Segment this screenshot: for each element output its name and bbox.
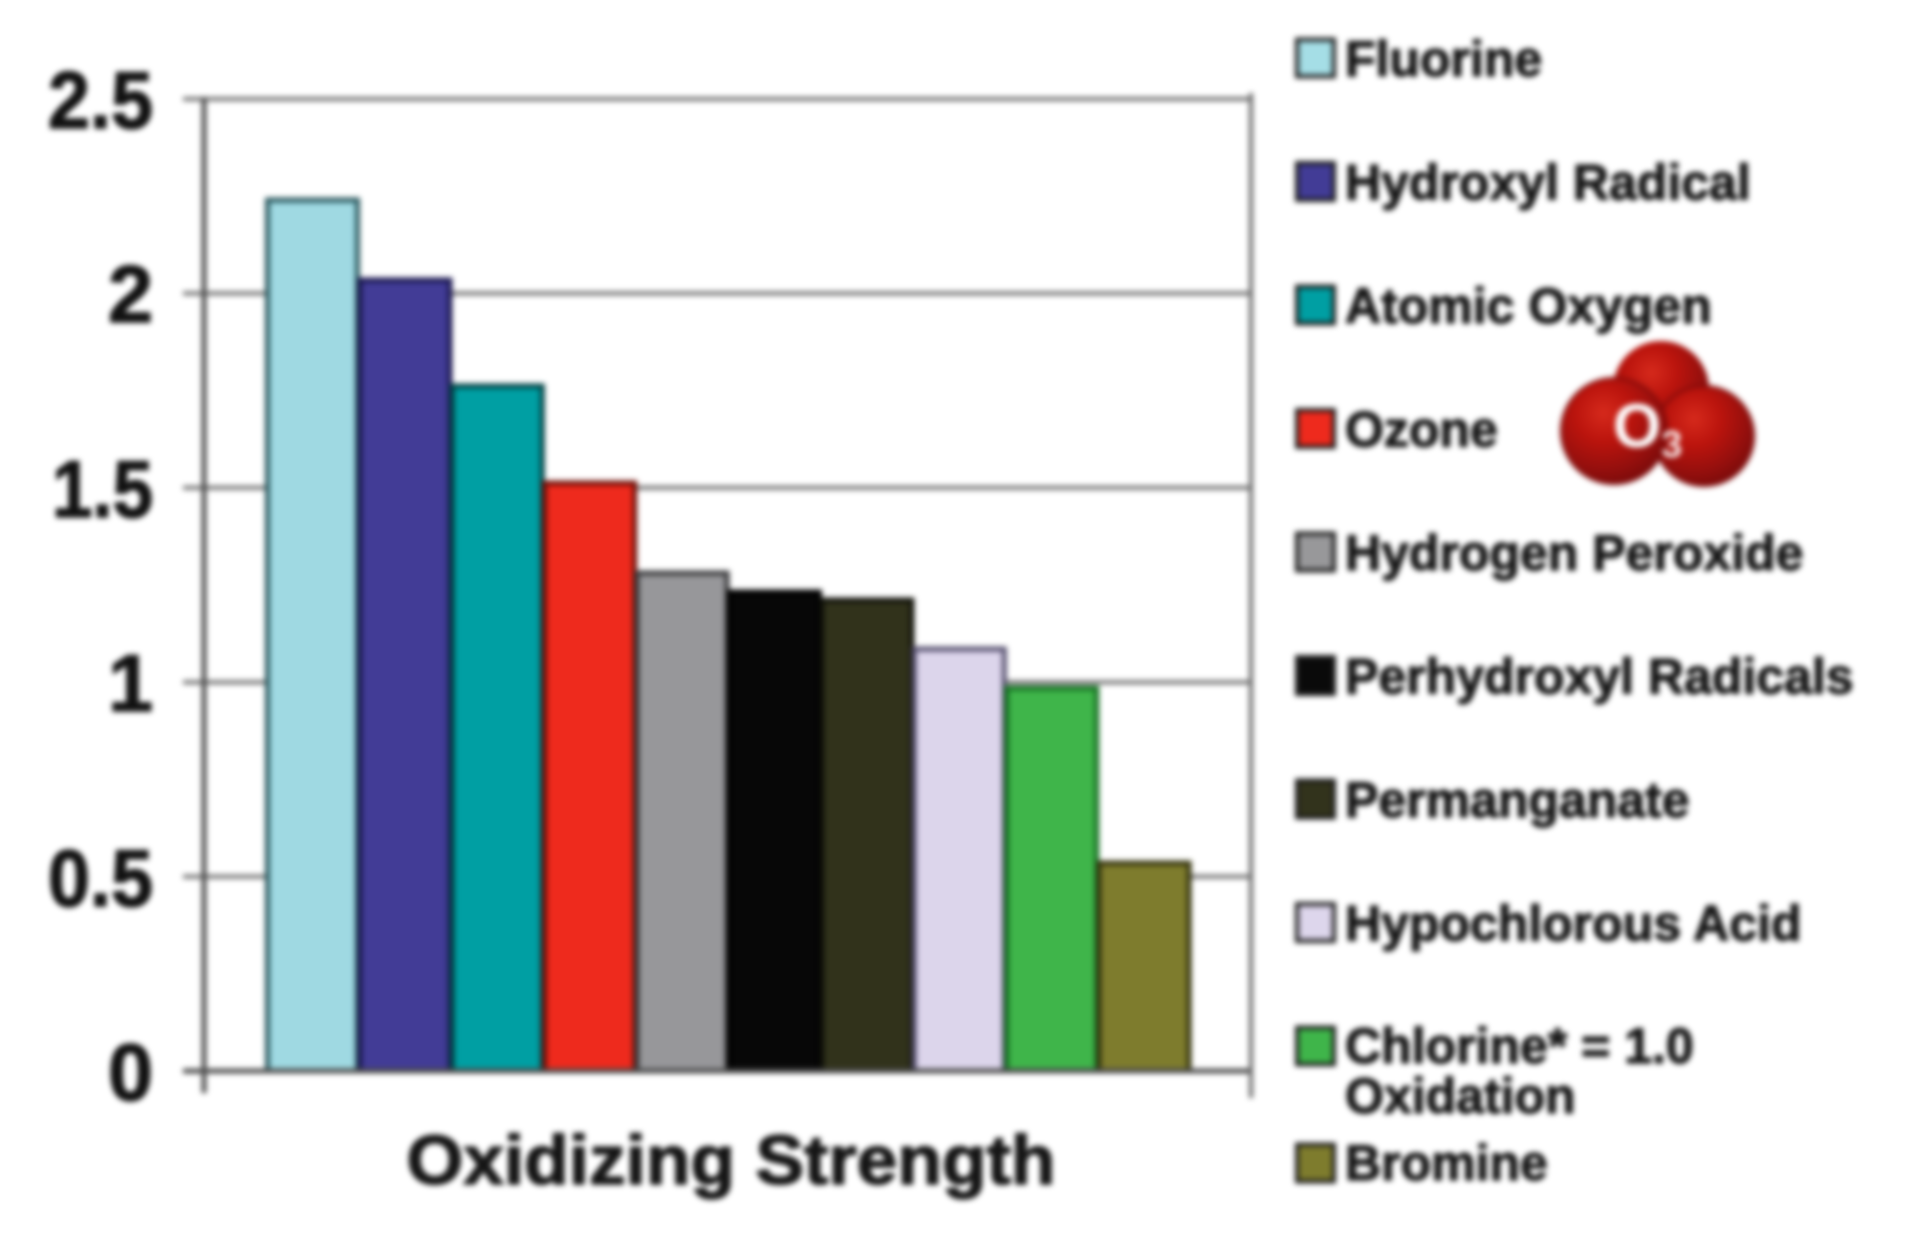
svg-text:Fluorine: Fluorine (1345, 31, 1542, 87)
svg-text:Chlorine* = 1.0: Chlorine* = 1.0 (1345, 1018, 1694, 1074)
svg-text:0: 0 (108, 1028, 153, 1118)
svg-text:Hypochlorous Acid: Hypochlorous Acid (1345, 896, 1802, 952)
svg-text:Hydrogen Peroxide: Hydrogen Peroxide (1345, 525, 1803, 581)
svg-text:2.5: 2.5 (48, 56, 153, 146)
svg-text:1.5: 1.5 (52, 445, 153, 535)
svg-text:Oxidation: Oxidation (1345, 1068, 1576, 1124)
svg-text:0.5: 0.5 (48, 834, 153, 924)
svg-text:Hydroxyl Radical: Hydroxyl Radical (1345, 155, 1751, 211)
svg-text:Bromine: Bromine (1345, 1135, 1548, 1191)
svg-text:2: 2 (108, 250, 153, 340)
svg-text:O3: O3 (1613, 392, 1682, 466)
svg-text:Permanganate: Permanganate (1345, 772, 1690, 828)
svg-text:1: 1 (108, 639, 153, 729)
svg-text:Atomic Oxygen: Atomic Oxygen (1345, 278, 1712, 334)
svg-text:Ozone: Ozone (1345, 402, 1498, 458)
svg-text:Oxidizing Strength: Oxidizing Strength (407, 1121, 1056, 1199)
svg-text:Perhydroxyl Radicals: Perhydroxyl Radicals (1345, 649, 1854, 705)
